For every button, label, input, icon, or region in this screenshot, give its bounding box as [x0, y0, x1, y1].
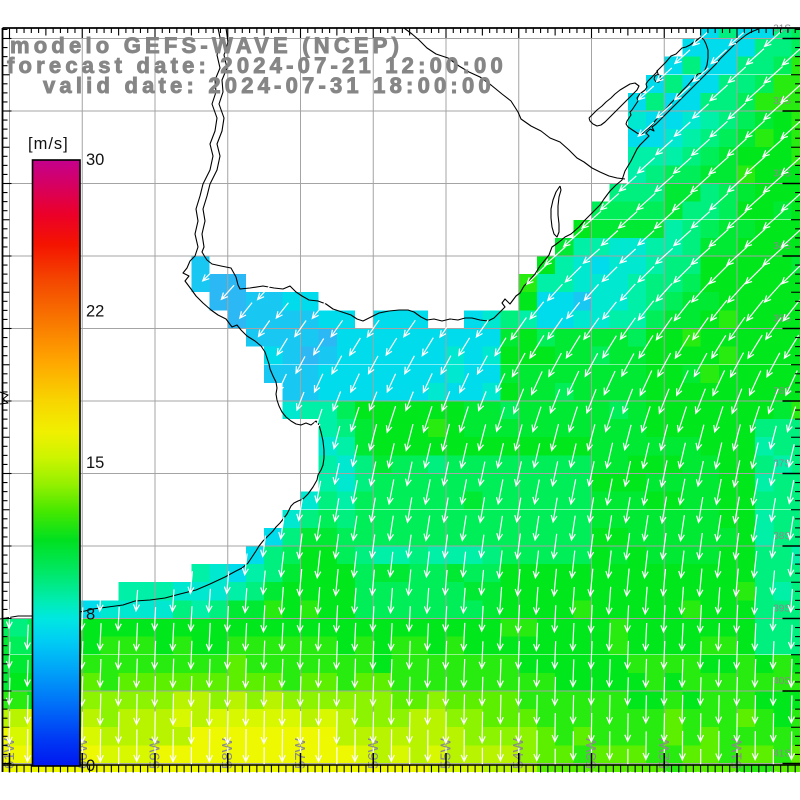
svg-text:37S: 37S — [773, 459, 791, 470]
svg-text:38S: 38S — [773, 531, 791, 542]
svg-text:15: 15 — [86, 454, 104, 472]
svg-text:40S: 40S — [773, 676, 791, 687]
svg-text:39S: 39S — [773, 604, 791, 615]
svg-text:30: 30 — [86, 151, 104, 169]
svg-text:31S: 31S — [773, 24, 791, 35]
svg-text:modelo GEFS-WAVE (NCEP): modelo GEFS-WAVE (NCEP) — [10, 33, 403, 58]
svg-text:[m/s]: [m/s] — [28, 135, 69, 153]
svg-text:valid date: 2024-07-31 18:00:0: valid date: 2024-07-31 18:00:00 — [43, 73, 495, 98]
svg-text:0: 0 — [86, 757, 95, 775]
svg-text:8: 8 — [86, 606, 95, 624]
svg-text:35S: 35S — [773, 314, 791, 325]
svg-text:41S: 41S — [773, 749, 791, 760]
svg-text:forecast date: 2024-07-21 12:0: forecast date: 2024-07-21 12:00:00 — [7, 53, 507, 78]
svg-text:22: 22 — [86, 303, 104, 321]
svg-text:36S: 36S — [773, 386, 791, 397]
